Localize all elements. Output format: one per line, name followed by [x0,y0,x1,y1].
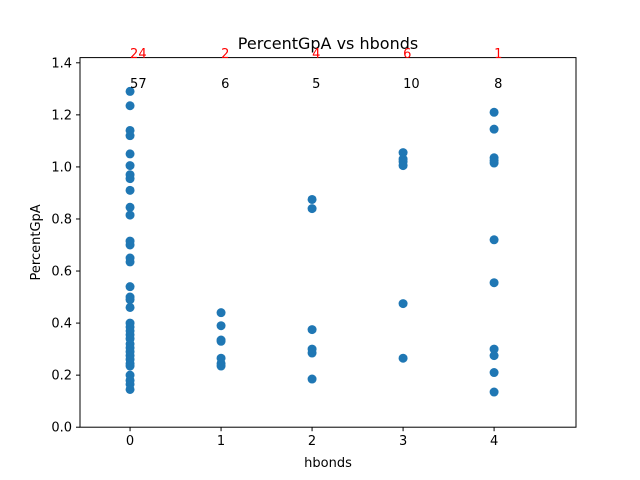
data-point [398,353,408,363]
plot-area [125,86,499,397]
annotation-top: 1 [494,47,502,62]
data-point [398,148,408,158]
annotation-count: 6 [221,77,229,92]
data-point [307,348,317,358]
annotation-count: 8 [494,77,502,92]
annotation-count: 57 [130,77,147,92]
data-point [307,325,317,335]
chart-title: PercentGpA vs hbonds [238,34,418,53]
x-tick-label: 4 [490,434,498,449]
data-point [489,235,499,245]
y-axis-label: PercentGpA [29,204,44,280]
x-axis-label: hbonds [304,456,352,471]
data-point [125,257,135,267]
annotation-count: 10 [403,77,420,92]
data-point [216,336,226,346]
data-point [125,302,135,312]
x-tick-label: 0 [126,434,134,449]
data-point [125,202,135,212]
y-tick-label: 1.4 [51,56,72,71]
data-point [489,368,499,378]
data-point [125,210,135,220]
data-point [125,240,135,250]
y-tick-label: 1.0 [51,160,72,175]
data-point [489,278,499,288]
data-point [125,149,135,159]
data-point [125,361,135,371]
annotation-top: 24 [130,47,147,62]
data-point [489,158,499,168]
y-tick-label: 0.2 [51,369,72,384]
x-tick-label: 1 [217,434,225,449]
x-tick-label: 3 [399,434,407,449]
annotation-top: 4 [312,47,320,62]
annotation-top: 6 [403,47,411,62]
data-point [307,194,317,204]
data-point [216,308,226,318]
data-point [216,361,226,371]
y-tick-label: 1.2 [51,108,72,123]
data-point [489,351,499,361]
data-point [307,374,317,384]
data-point [125,282,135,292]
data-point [125,295,135,305]
data-point [125,161,135,171]
data-point [125,131,135,141]
data-point [125,185,135,195]
y-tick-label: 0.8 [51,212,72,227]
data-point [216,321,226,331]
annotation-top: 2 [221,47,229,62]
y-tick-label: 0.0 [51,421,72,436]
data-point [307,204,317,214]
data-point [125,86,135,96]
data-point [125,384,135,394]
data-point [125,174,135,184]
data-point [398,161,408,171]
data-point [489,107,499,117]
data-point [489,124,499,134]
data-point [489,344,499,354]
data-point [398,299,408,309]
axes-frame [79,57,577,428]
data-point [489,387,499,397]
y-tick-label: 0.6 [51,265,72,280]
annotation-count: 5 [312,77,320,92]
data-point [125,101,135,111]
x-tick-label: 2 [308,434,316,449]
y-tick-label: 0.4 [51,317,72,332]
